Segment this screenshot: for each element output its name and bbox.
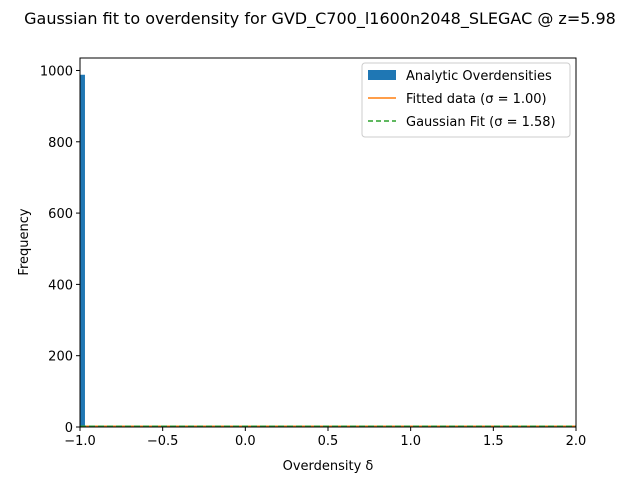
y-tick-label: 800 bbox=[48, 136, 73, 151]
x-tick-label: 0.0 bbox=[235, 434, 256, 449]
legend-label-histogram: Analytic Overdensities bbox=[406, 69, 552, 84]
legend-swatch-histogram bbox=[368, 70, 396, 80]
x-tick-label: −1.0 bbox=[64, 434, 96, 449]
histogram-bars bbox=[80, 74, 85, 427]
x-tick-label: 2.0 bbox=[566, 434, 587, 449]
y-tick-label: 600 bbox=[48, 207, 73, 222]
x-tick-label: 0.5 bbox=[318, 434, 339, 449]
y-tick-label: 200 bbox=[48, 350, 73, 365]
legend-label-fitted-data: Fitted data (σ = 1.00) bbox=[406, 92, 547, 107]
y-tick-label: 0 bbox=[65, 421, 73, 436]
legend-label-gaussian-fit: Gaussian Fit (σ = 1.58) bbox=[406, 115, 556, 130]
y-tick-label: 1000 bbox=[40, 64, 73, 79]
x-tick-label: 1.5 bbox=[483, 434, 504, 449]
x-tick-label: 1.0 bbox=[400, 434, 421, 449]
legend: Analytic Overdensities Fitted data (σ = … bbox=[361, 62, 571, 138]
x-axis-ticks: −1.0 −0.5 0.0 0.5 1.0 1.5 2.0 bbox=[64, 427, 586, 449]
y-tick-label: 400 bbox=[48, 278, 73, 293]
y-axis-label: Frequency bbox=[17, 208, 32, 275]
y-axis-ticks: 0 200 400 600 800 1000 bbox=[40, 64, 80, 436]
chart-title: Gaussian fit to overdensity for GVD_C700… bbox=[24, 9, 616, 29]
x-tick-label: −0.5 bbox=[147, 434, 179, 449]
legend-box bbox=[361, 62, 571, 138]
histogram-bar-0 bbox=[80, 74, 85, 427]
x-axis-label: Overdensity δ bbox=[283, 459, 374, 474]
